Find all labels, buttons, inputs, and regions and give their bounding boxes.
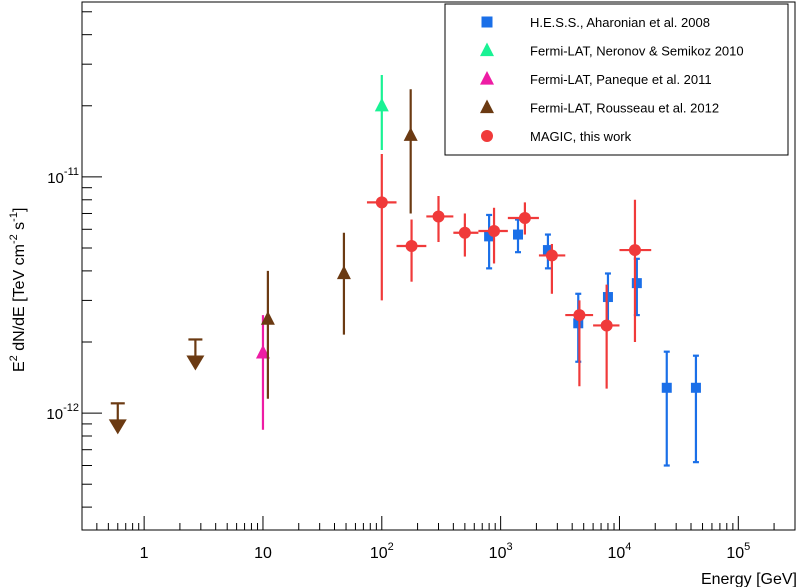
x-axis-tick-labels: 1 10 102 103 104 105 bbox=[140, 541, 751, 562]
data-point bbox=[375, 196, 388, 209]
y-tick-label: 10-11 bbox=[47, 166, 79, 187]
legend-entry: MAGIC, this work bbox=[481, 129, 632, 144]
y-tick-label: 10-12 bbox=[46, 402, 79, 423]
data-point bbox=[631, 278, 642, 289]
legend-marker bbox=[481, 130, 493, 142]
data-point bbox=[602, 292, 613, 303]
y-axis-minor-ticks bbox=[82, 11, 92, 508]
legend-label: Fermi-LAT, Rousseau et al. 2012 bbox=[530, 101, 719, 116]
data-point bbox=[260, 311, 275, 325]
series-0 bbox=[484, 213, 701, 467]
x-tick-label: 10 bbox=[254, 545, 272, 562]
y-axis-major-ticks bbox=[82, 176, 102, 414]
legend-label: MAGIC, this work bbox=[530, 129, 632, 144]
legend-label: H.E.S.S., Aharonian et al. 2008 bbox=[530, 15, 710, 30]
legend-marker bbox=[480, 70, 494, 85]
legend-entry: Fermi-LAT, Neronov & Semikoz 2010 bbox=[480, 42, 744, 59]
data-point bbox=[545, 249, 558, 262]
data-point bbox=[573, 309, 586, 322]
upper-limit-arrow bbox=[186, 355, 205, 371]
x-tick-label: 105 bbox=[726, 541, 750, 562]
data-point bbox=[484, 231, 495, 242]
data-point bbox=[488, 225, 501, 238]
data-point bbox=[513, 229, 524, 240]
data-point bbox=[255, 344, 270, 359]
legend-entry: H.E.S.S., Aharonian et al. 2008 bbox=[481, 15, 710, 30]
y-axis-title: E2 dN/dE [TeV cm-2 s-1] bbox=[8, 208, 28, 372]
legend-marker bbox=[481, 16, 493, 28]
data-point bbox=[542, 245, 553, 256]
data-point bbox=[432, 210, 445, 223]
series-4 bbox=[366, 153, 652, 389]
legend-entry: Fermi-LAT, Rousseau et al. 2012 bbox=[480, 99, 719, 116]
data-marks bbox=[108, 74, 701, 467]
data-point bbox=[458, 226, 471, 239]
x-axis-major-ticks bbox=[143, 516, 739, 530]
data-point bbox=[661, 382, 672, 393]
data-point bbox=[403, 127, 418, 141]
legend: H.E.S.S., Aharonian et al. 2008 Fermi-LAT… bbox=[444, 3, 789, 156]
legend-label: Fermi-LAT, Neronov & Semikoz 2010 bbox=[530, 44, 744, 59]
legend-entry: Fermi-LAT, Paneque et al. 2011 bbox=[480, 70, 712, 87]
series-2 bbox=[255, 315, 270, 430]
data-point bbox=[374, 97, 389, 112]
x-tick-label: 104 bbox=[608, 541, 632, 562]
x-tick-label: 1 bbox=[140, 545, 149, 562]
data-point bbox=[690, 382, 701, 393]
data-point bbox=[518, 211, 531, 224]
data-point bbox=[573, 318, 584, 329]
series-1 bbox=[374, 74, 389, 150]
x-tick-label: 102 bbox=[370, 541, 394, 562]
legend-marker bbox=[480, 99, 494, 114]
x-axis-title: Energy [GeV] bbox=[701, 571, 797, 587]
data-point bbox=[628, 244, 641, 257]
data-point bbox=[336, 265, 351, 280]
data-point bbox=[600, 319, 613, 332]
legend-marker bbox=[480, 42, 494, 57]
data-point bbox=[405, 239, 418, 252]
legend-box bbox=[444, 3, 789, 156]
series-3 bbox=[108, 89, 418, 435]
x-axis-minor-ticks bbox=[81, 523, 796, 530]
x-tick-label: 103 bbox=[489, 541, 513, 562]
y-axis-tick-labels: 10-12 10-11 bbox=[46, 166, 79, 423]
upper-limit-arrow bbox=[108, 419, 127, 435]
legend-label: Fermi-LAT, Paneque et al. 2011 bbox=[530, 72, 712, 87]
